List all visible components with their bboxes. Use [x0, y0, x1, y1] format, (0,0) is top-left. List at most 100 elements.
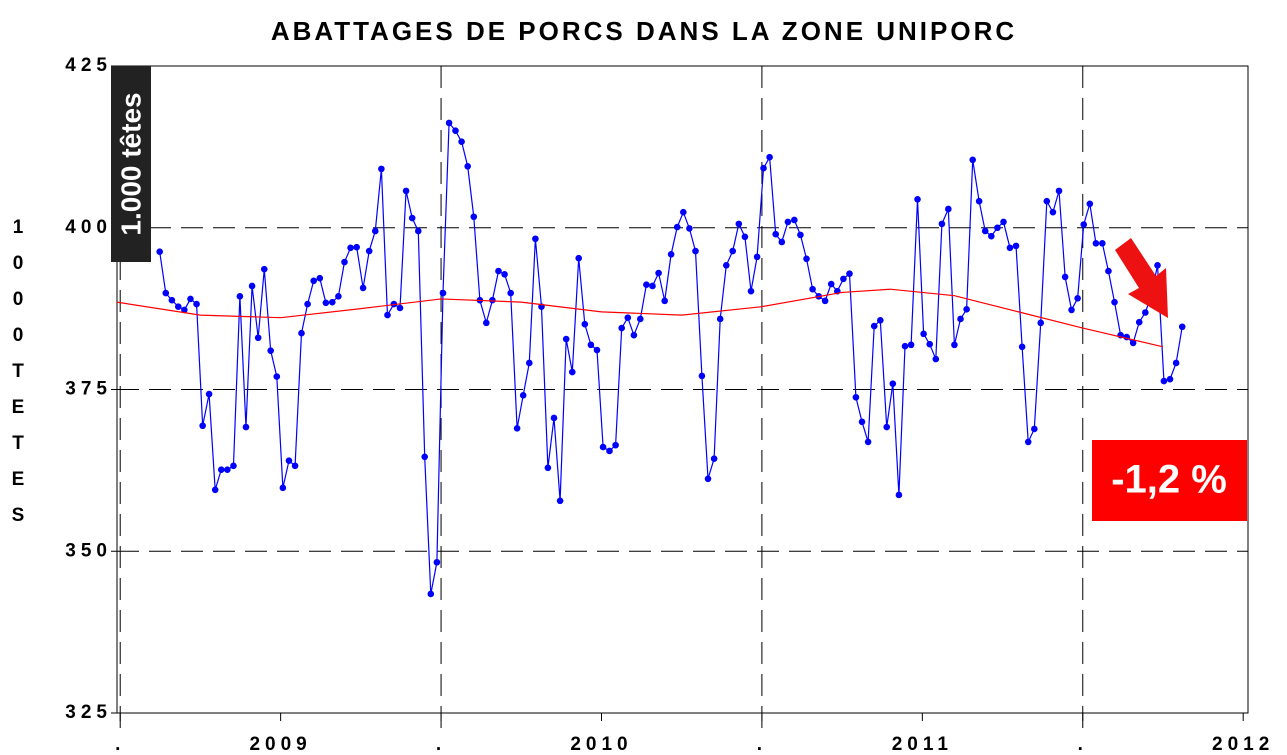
data-point	[1055, 187, 1063, 195]
data-point	[963, 305, 970, 313]
data-point	[495, 267, 502, 275]
data-point	[975, 197, 983, 205]
x-tick-label: 2010	[570, 734, 632, 755]
data-point	[402, 187, 410, 195]
data-point	[445, 119, 453, 127]
data-point	[673, 223, 681, 231]
data-point	[618, 324, 625, 332]
data-point	[587, 341, 595, 349]
data-point	[704, 475, 712, 483]
data-point	[568, 368, 576, 376]
data-point	[316, 274, 324, 282]
data-point	[1012, 242, 1020, 250]
data-point	[637, 315, 644, 323]
y-tick-label: 425	[65, 55, 112, 76]
data-point	[692, 247, 699, 255]
data-point	[988, 232, 995, 240]
data-point	[575, 254, 583, 262]
data-point	[840, 275, 847, 283]
data-point	[1135, 318, 1143, 326]
data-point	[870, 322, 878, 330]
data-point	[162, 289, 170, 297]
x-tick-label: 2011	[892, 734, 953, 755]
data-point	[248, 282, 256, 290]
data-point	[224, 466, 231, 474]
data-point	[716, 315, 724, 323]
data-point	[458, 138, 465, 145]
data-point	[1043, 197, 1051, 205]
data-point	[532, 235, 539, 243]
data-point	[285, 457, 293, 464]
data-point	[593, 346, 601, 354]
data-point	[1037, 319, 1045, 327]
data-point	[489, 296, 496, 304]
data-point	[661, 297, 668, 305]
data-point	[945, 205, 952, 213]
data-point	[187, 295, 194, 303]
chart-title: ABATTAGES DE PORCS DANS LA ZONE UNIPORC	[271, 16, 1017, 46]
y-tick-label: 325	[65, 702, 112, 723]
data-point	[680, 208, 687, 216]
data-point	[168, 296, 176, 304]
data-point	[267, 347, 274, 354]
data-point	[858, 418, 866, 426]
data-point	[217, 466, 225, 474]
data-point	[643, 281, 650, 288]
data-point	[482, 319, 490, 327]
data-point	[365, 247, 373, 255]
data-point	[211, 486, 219, 494]
data-point	[1018, 343, 1026, 351]
data-point	[335, 293, 342, 300]
data-point	[667, 250, 675, 258]
data-point	[1000, 218, 1007, 226]
data-point	[630, 331, 638, 339]
data-point	[1006, 244, 1014, 252]
data-point	[581, 320, 589, 328]
data-point	[827, 280, 835, 288]
data-point	[328, 298, 336, 306]
data-point	[821, 297, 829, 305]
data-point	[1172, 359, 1180, 367]
y-tick-label: 375	[65, 379, 112, 400]
data-point	[969, 156, 977, 164]
data-point	[291, 462, 299, 470]
data-point	[791, 216, 798, 224]
data-point	[1031, 425, 1038, 433]
data-point	[797, 231, 804, 239]
data-point	[156, 248, 163, 255]
x-tick-label: .	[757, 734, 767, 755]
x-tick-label: .	[115, 734, 125, 755]
data-point	[371, 227, 379, 235]
annotation-box	[1092, 440, 1247, 521]
data-point	[1099, 239, 1106, 247]
data-point	[310, 277, 317, 285]
data-point	[501, 271, 508, 278]
data-point	[760, 164, 767, 172]
data-point	[452, 127, 459, 134]
series-line	[116, 288, 1164, 348]
data-point	[606, 447, 613, 455]
data-point	[199, 422, 206, 430]
data-point	[753, 253, 761, 261]
y-tick-label: 400	[65, 217, 112, 238]
data-point	[729, 247, 737, 255]
data-point	[994, 224, 1001, 232]
data-point	[901, 342, 909, 350]
data-point	[784, 218, 792, 226]
data-point	[938, 220, 946, 228]
annotation: 1.000 têtes	[115, 92, 146, 235]
data-point	[1092, 239, 1100, 247]
data-point	[1142, 309, 1149, 316]
data-point	[181, 306, 188, 314]
y-tick-label: 350	[65, 540, 112, 561]
data-point	[1129, 339, 1137, 347]
data-point	[686, 225, 693, 232]
data-point	[236, 293, 244, 300]
data-point	[544, 464, 552, 472]
x-tick-label: 2009	[249, 734, 311, 755]
data-point	[803, 255, 810, 263]
annotation-box	[111, 66, 151, 262]
data-point	[698, 372, 706, 380]
data-point	[1178, 323, 1186, 331]
